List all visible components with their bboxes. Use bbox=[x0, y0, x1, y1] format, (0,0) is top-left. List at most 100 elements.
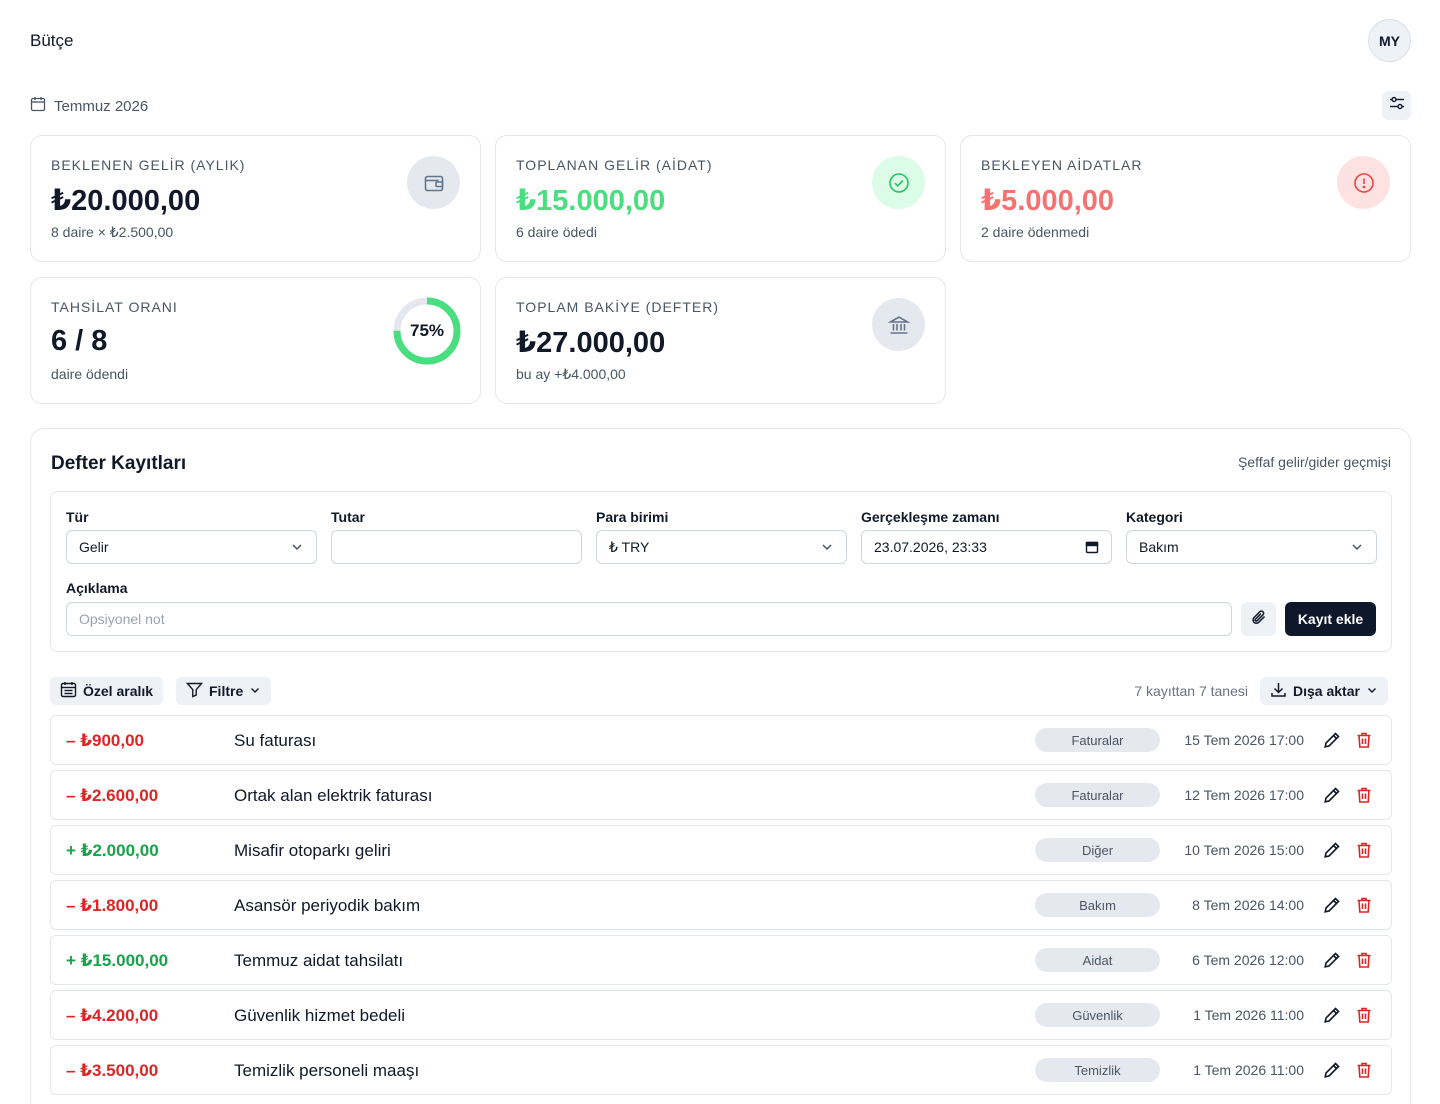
check-circle-icon bbox=[872, 156, 925, 209]
chevron-down-icon bbox=[290, 540, 304, 554]
calendar-icon bbox=[60, 681, 77, 701]
edit-icon[interactable] bbox=[1322, 840, 1342, 860]
row-amount: – ₺4.200,00 bbox=[66, 1006, 159, 1025]
calendar-icon[interactable] bbox=[1085, 540, 1099, 554]
amount-input[interactable] bbox=[331, 530, 582, 564]
card-value: ₺5.000,00 bbox=[981, 185, 1115, 217]
type-label: Tür bbox=[66, 509, 89, 525]
row-description: Ortak alan elektrik faturası bbox=[234, 786, 433, 805]
card-label: TAHSİLAT ORANI bbox=[51, 299, 178, 315]
expected-income-card: BEKLENEN GELİR (AYLIK) ₺20.000,00 8 dair… bbox=[30, 135, 481, 262]
month-label: Temmuz 2026 bbox=[54, 97, 149, 115]
month-selector[interactable]: Temmuz 2026 bbox=[30, 95, 148, 117]
trash-icon[interactable] bbox=[1354, 785, 1374, 805]
card-value: 6 / 8 bbox=[51, 325, 108, 357]
datetime-input[interactable]: 23.07.2026, 23:33 bbox=[861, 530, 1112, 564]
trash-icon[interactable] bbox=[1354, 730, 1374, 750]
pending-dues-card: BEKLEYEN AİDATLAR ₺5.000,00 2 daire öden… bbox=[960, 135, 1411, 262]
card-value: ₺20.000,00 bbox=[51, 185, 201, 217]
row-date: 8 Tem 2026 14:00 bbox=[1192, 897, 1304, 913]
avatar[interactable]: MY bbox=[1368, 19, 1411, 62]
entry-form: Tür Gelir Tutar Para birimi ₺ TRY Gerçek… bbox=[50, 491, 1392, 652]
row-meta: Faturalar 12 Tem 2026 17:00 bbox=[1035, 782, 1374, 808]
category-value: Bakım bbox=[1139, 539, 1179, 555]
row-description: Su faturası bbox=[234, 731, 317, 750]
description-placeholder: Opsiyonel not bbox=[79, 611, 165, 627]
filter-button[interactable]: Filtre bbox=[176, 677, 272, 705]
trash-icon[interactable] bbox=[1354, 950, 1374, 970]
trash-icon[interactable] bbox=[1354, 1060, 1374, 1080]
edit-icon[interactable] bbox=[1322, 785, 1342, 805]
row-date: 1 Tem 2026 11:00 bbox=[1193, 1007, 1304, 1023]
description-input[interactable]: Opsiyonel not bbox=[66, 602, 1232, 636]
row-meta: Temizlik 1 Tem 2026 11:00 bbox=[1035, 1057, 1374, 1083]
category-badge: Bakım bbox=[1035, 893, 1160, 917]
filter-settings-button[interactable] bbox=[1382, 91, 1411, 120]
row-meta: Diğer 10 Tem 2026 15:00 bbox=[1035, 837, 1374, 863]
ledger-row[interactable]: + ₺2.000,00 Misafir otoparkı geliri Diğer 1… bbox=[50, 825, 1392, 875]
category-badge: Aidat bbox=[1035, 948, 1160, 972]
currency-value: ₺ TRY bbox=[609, 538, 650, 555]
calendar-icon bbox=[30, 96, 46, 117]
edit-icon[interactable] bbox=[1322, 895, 1342, 915]
edit-icon[interactable] bbox=[1322, 730, 1342, 750]
row-amount: + ₺2.000,00 bbox=[66, 841, 159, 860]
edit-icon[interactable] bbox=[1322, 950, 1342, 970]
export-button[interactable]: Dışa aktar bbox=[1260, 677, 1388, 705]
row-description: Asansör periyodik bakım bbox=[234, 896, 421, 915]
ledger-row[interactable]: – ₺3.500,00 Temizlik personeli maaşı Temiz… bbox=[50, 1045, 1392, 1095]
row-meta: Güvenlik 1 Tem 2026 11:00 bbox=[1035, 1002, 1374, 1028]
progress-ring bbox=[393, 297, 461, 365]
edit-icon[interactable] bbox=[1322, 1060, 1342, 1080]
card-value: ₺15.000,00 bbox=[516, 185, 666, 217]
currency-select[interactable]: ₺ TRY bbox=[596, 530, 847, 564]
bank-icon bbox=[872, 298, 925, 351]
add-entry-button[interactable]: Kayıt ekle bbox=[1285, 602, 1376, 636]
ledger-panel: Defter Kayıtları Şeffaf gelir/gider geçm… bbox=[30, 428, 1411, 1104]
ledger-row[interactable]: – ₺2.600,00 Ortak alan elektrik faturası F… bbox=[50, 770, 1392, 820]
custom-range-label: Özel aralık bbox=[83, 683, 154, 699]
card-subtext: daire ödendi bbox=[51, 366, 129, 382]
row-date: 1 Tem 2026 11:00 bbox=[1193, 1062, 1304, 1078]
trash-icon[interactable] bbox=[1354, 840, 1374, 860]
attach-button[interactable] bbox=[1241, 602, 1276, 636]
type-value: Gelir bbox=[79, 539, 109, 555]
category-badge: Diğer bbox=[1035, 838, 1160, 862]
ledger-list: – ₺900,00 Su faturası Faturalar 15 Tem 2026… bbox=[50, 715, 1392, 1100]
trash-icon[interactable] bbox=[1354, 895, 1374, 915]
record-count: 7 kayıttan 7 tanesi bbox=[1134, 683, 1248, 699]
total-balance-card: TOPLAM BAKİYE (DEFTER) ₺27.000,00 bu ay … bbox=[495, 277, 946, 404]
category-badge: Temizlik bbox=[1035, 1058, 1160, 1082]
category-badge: Güvenlik bbox=[1035, 1003, 1160, 1027]
ledger-subtitle: Şeffaf gelir/gider geçmişi bbox=[1237, 454, 1391, 470]
ledger-row[interactable]: – ₺1.800,00 Asansör periyodik bakım Bakım 8… bbox=[50, 880, 1392, 930]
type-select[interactable]: Gelir bbox=[66, 530, 317, 564]
row-meta: Faturalar 15 Tem 2026 17:00 bbox=[1035, 727, 1374, 753]
currency-label: Para birimi bbox=[596, 509, 669, 525]
category-badge: Faturalar bbox=[1035, 728, 1160, 752]
funnel-icon bbox=[185, 681, 204, 701]
row-description: Güvenlik hizmet bedeli bbox=[234, 1006, 406, 1025]
chevron-down-icon bbox=[1350, 540, 1364, 554]
ledger-row[interactable]: + ₺15.000,00 Temmuz aidat tahsilatı Aidat 6… bbox=[50, 935, 1392, 985]
row-description: Temizlik personeli maaşı bbox=[234, 1061, 420, 1080]
datetime-value: 23.07.2026, 23:33 bbox=[874, 539, 987, 555]
row-amount: – ₺1.800,00 bbox=[66, 896, 159, 915]
page-title: Bütçe bbox=[30, 31, 74, 50]
category-badge: Faturalar bbox=[1035, 783, 1160, 807]
top-bar: Bütçe MY bbox=[0, 0, 1440, 82]
row-date: 15 Tem 2026 17:00 bbox=[1184, 732, 1304, 748]
row-description: Misafir otoparkı geliri bbox=[234, 841, 391, 860]
edit-icon[interactable] bbox=[1322, 1005, 1342, 1025]
custom-range-button[interactable]: Özel aralık bbox=[50, 677, 164, 705]
ledger-row[interactable]: – ₺4.200,00 Güvenlik hizmet bedeli Güvenli… bbox=[50, 990, 1392, 1040]
trash-icon[interactable] bbox=[1354, 1005, 1374, 1025]
card-label: TOPLAM BAKİYE (DEFTER) bbox=[516, 299, 719, 315]
card-label: BEKLEYEN AİDATLAR bbox=[981, 157, 1143, 173]
ledger-row[interactable]: – ₺900,00 Su faturası Faturalar 15 Tem 2026… bbox=[50, 715, 1392, 765]
paperclip-icon bbox=[1250, 608, 1268, 631]
category-label: Kategori bbox=[1126, 509, 1183, 525]
category-select[interactable]: Bakım bbox=[1126, 530, 1377, 564]
progress-percent: 75% bbox=[409, 321, 445, 340]
row-meta: Aidat 6 Tem 2026 12:00 bbox=[1035, 947, 1374, 973]
